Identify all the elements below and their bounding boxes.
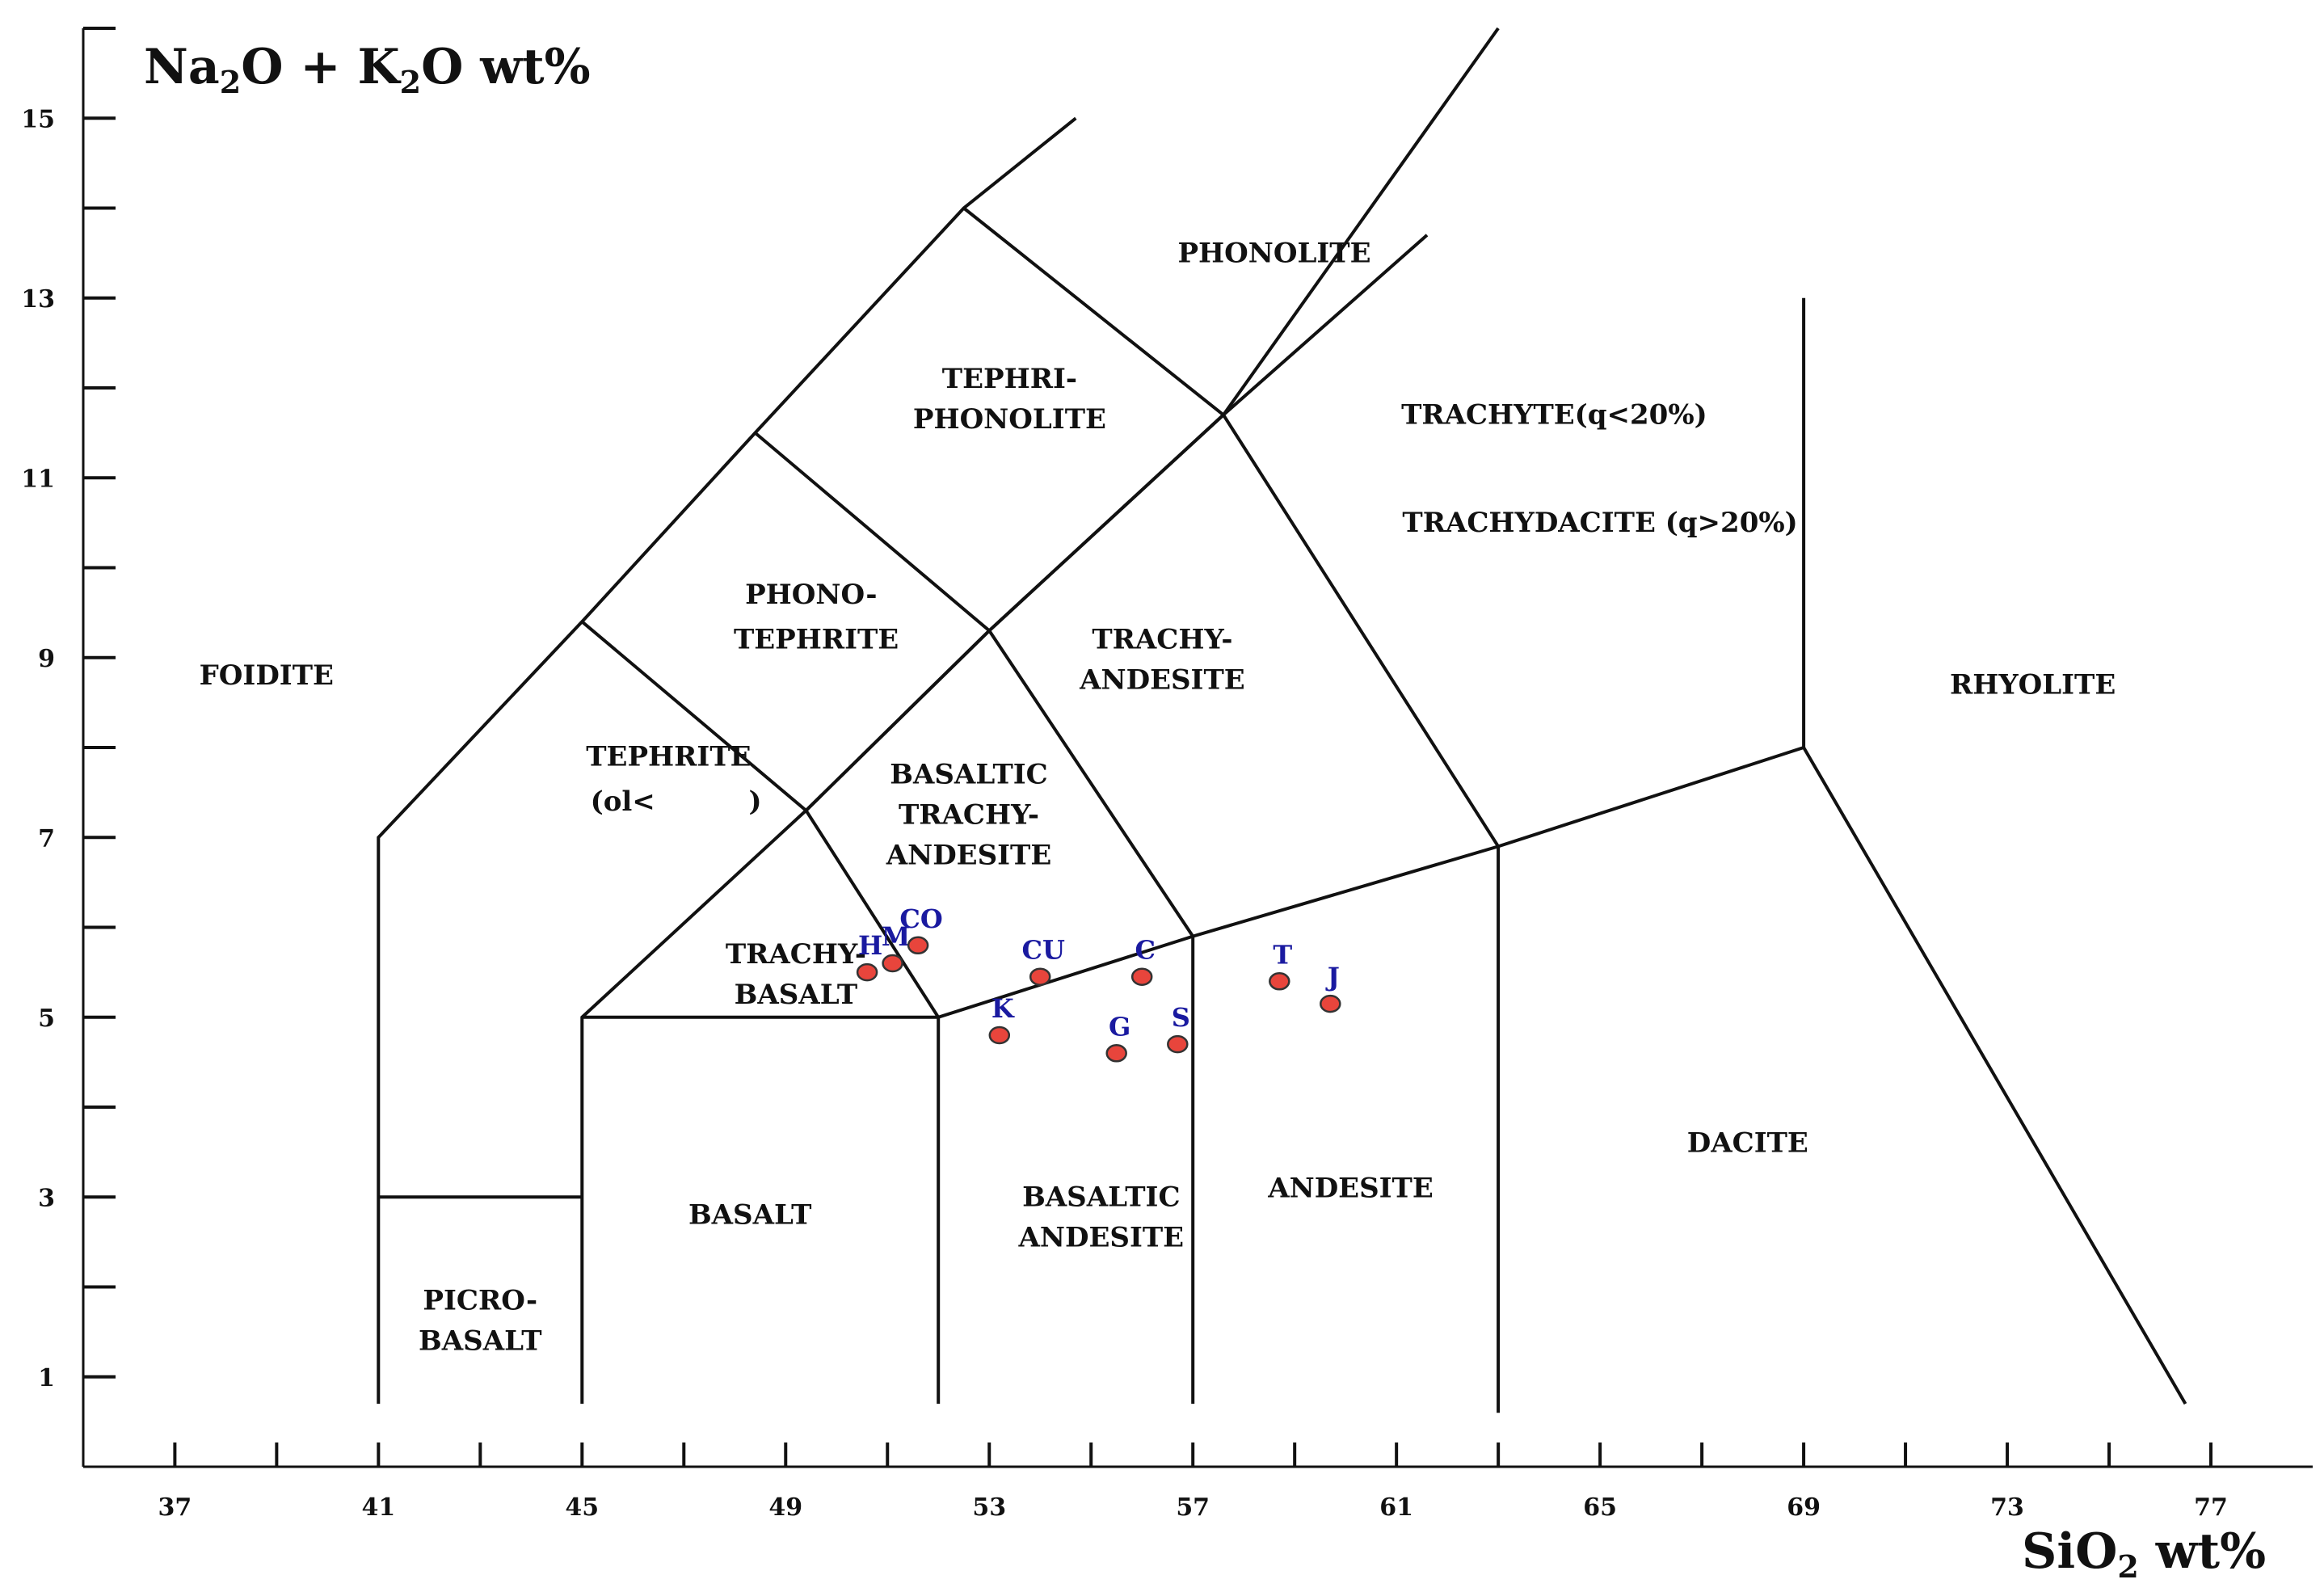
x-tick-label: 73	[1990, 1493, 2024, 1522]
field-label: PHONOLITE	[1177, 237, 1370, 269]
field-label: ANDESITE	[886, 840, 1052, 872]
field-boundaries	[377, 27, 2187, 1413]
y-tick-label: 9	[38, 645, 55, 673]
y-tick-label: 3	[38, 1184, 55, 1212]
boundary-line	[962, 206, 1500, 848]
x-tick-label: 45	[565, 1493, 599, 1522]
sample-point	[1167, 1034, 1189, 1054]
sample-point	[882, 954, 903, 973]
sample-point	[856, 962, 878, 982]
field-label: TRACHY-	[899, 799, 1039, 832]
sample-label: K	[991, 993, 1015, 1024]
field-label: TRACHYDACITE (q>20%)	[1402, 507, 1797, 539]
sample-label: J	[1325, 962, 1340, 992]
sample-label: CO	[899, 903, 942, 934]
field-label: TRACHY-	[1092, 624, 1232, 656]
sample-label: G	[1109, 1011, 1130, 1042]
boundary-line	[804, 809, 940, 1018]
field-label: BASALTIC	[1022, 1181, 1180, 1213]
sample-label: C	[1135, 935, 1155, 966]
field-label: BASALT	[419, 1325, 542, 1357]
boundary-line	[1802, 746, 2187, 1405]
field-label: (ol<	[591, 785, 655, 818]
sample-point	[988, 1026, 1011, 1045]
field-label: TEPHRITE	[734, 624, 899, 656]
boundary-line	[754, 432, 1194, 937]
sample-point	[1105, 1044, 1127, 1063]
field-label: TEPHRITE	[586, 740, 751, 773]
field-label: RHYOLITE	[1950, 668, 2116, 701]
field-label: DACITE	[1687, 1127, 1808, 1160]
boundary-line	[581, 234, 1429, 813]
field-label: PICRO-	[423, 1284, 537, 1316]
x-tick-label: 69	[1787, 1493, 1821, 1522]
sample-label: CU	[1022, 935, 1065, 966]
y-tick-label: 11	[21, 465, 55, 493]
field-labels: FOIDITE PHONOLITE TEPHRI- PHONOLITE TRACHYTE…	[200, 237, 2116, 1357]
y-tick-label: 13	[21, 285, 55, 314]
y-tick-label: 5	[38, 1004, 55, 1033]
sample-point	[1320, 994, 1341, 1013]
field-label: FOIDITE	[200, 659, 334, 692]
x-tick-label: 53	[972, 1493, 1006, 1522]
sample-label: S	[1172, 1002, 1190, 1033]
field-label: TRACHY-	[726, 938, 866, 971]
y-tick-label: 15	[21, 105, 55, 133]
x-tick-label: 49	[768, 1493, 802, 1522]
field-label: TEPHRI-	[942, 363, 1077, 395]
x-tick-label: 65	[1583, 1493, 1617, 1522]
field-label: PHONOLITE	[913, 403, 1106, 436]
sample-point	[1269, 972, 1290, 991]
sample-label: H	[858, 930, 882, 961]
field-label: BASALT	[688, 1199, 812, 1232]
boundary-line	[377, 116, 1077, 1405]
field-label: TRACHYTE(q<20%)	[1401, 399, 1707, 432]
field-label: ANDESITE	[1079, 664, 1245, 697]
x-tick-label: 37	[158, 1493, 192, 1522]
field-label: BASALT	[735, 979, 858, 1011]
field-label: BASALTIC	[890, 759, 1047, 791]
sample-point	[907, 936, 929, 955]
x-tick-label: 57	[1176, 1493, 1210, 1522]
field-label: ANDESITE	[1018, 1221, 1185, 1253]
field-label: PHONO-	[745, 579, 877, 611]
field-label: ANDESITE	[1267, 1172, 1434, 1204]
sample-point	[1130, 967, 1153, 986]
y-axis-title: Na2O + K2O wt%	[144, 39, 591, 100]
x-axis-title: SiO2 wt%	[2022, 1523, 2266, 1585]
sample-point	[1029, 967, 1051, 986]
x-tick-label: 61	[1379, 1493, 1413, 1522]
y-tick-label: 7	[38, 824, 55, 853]
x-tick-label: 77	[2194, 1493, 2228, 1522]
sample-label: T	[1273, 939, 1292, 970]
sample-label: M	[882, 921, 910, 952]
y-tick-label: 1	[38, 1364, 55, 1392]
x-tick-label: 41	[361, 1493, 395, 1522]
field-label: )	[748, 785, 761, 818]
